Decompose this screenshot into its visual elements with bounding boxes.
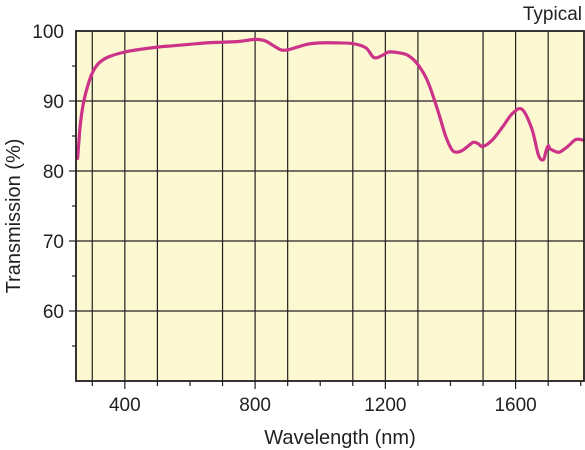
x-tick-label-1200: 1200 xyxy=(364,395,406,416)
y-tick-label-70: 70 xyxy=(43,232,64,253)
x-tick-label-800: 800 xyxy=(239,395,271,416)
y-axis-title: Transmission (%) xyxy=(3,139,25,294)
y-tick-label-60: 60 xyxy=(43,302,64,323)
y-tick-label-100: 100 xyxy=(32,22,64,43)
typical-annotation: Typical xyxy=(523,4,582,25)
y-tick-label-90: 90 xyxy=(43,92,64,113)
series-line-0 xyxy=(76,37,585,162)
plot-area xyxy=(76,31,584,381)
series-layer xyxy=(76,37,585,162)
x-axis-title: Wavelength (nm) xyxy=(264,427,416,449)
y-tick-label-80: 80 xyxy=(43,162,64,183)
grid-lines xyxy=(76,31,584,381)
x-tick-label-1600: 1600 xyxy=(494,395,536,416)
x-tick-label-400: 400 xyxy=(109,395,141,416)
tick-labels: 400 800 1200 1600 60 70 80 90 100 xyxy=(32,22,536,416)
tick-marks xyxy=(69,65,582,389)
